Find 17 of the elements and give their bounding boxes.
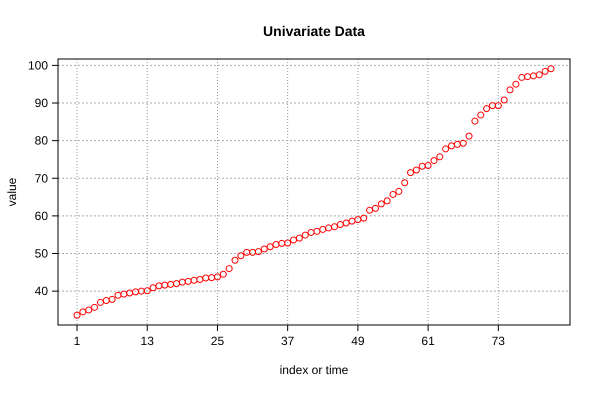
x-tick-label: 13 (140, 334, 154, 348)
y-tick-label: 40 (34, 284, 48, 298)
y-tick-label: 70 (34, 171, 48, 186)
y-tick-label: 60 (34, 208, 48, 223)
y-tick-label: 50 (34, 246, 48, 261)
y-axis-title: value (5, 177, 19, 206)
x-tick-label: 61 (421, 334, 436, 348)
y-tick-label: 90 (34, 96, 48, 110)
x-tick-label: 49 (351, 334, 365, 348)
x-axis-title: index or time (280, 363, 349, 377)
chart-title: Univariate Data (263, 23, 366, 39)
x-tick-label: 73 (492, 334, 506, 348)
x-tick-label: 25 (210, 334, 224, 348)
x-tick-label: 1 (74, 334, 81, 348)
y-tick-label: 100 (28, 58, 48, 72)
x-tick-label: 37 (280, 334, 295, 348)
y-tick-label: 80 (34, 134, 48, 148)
